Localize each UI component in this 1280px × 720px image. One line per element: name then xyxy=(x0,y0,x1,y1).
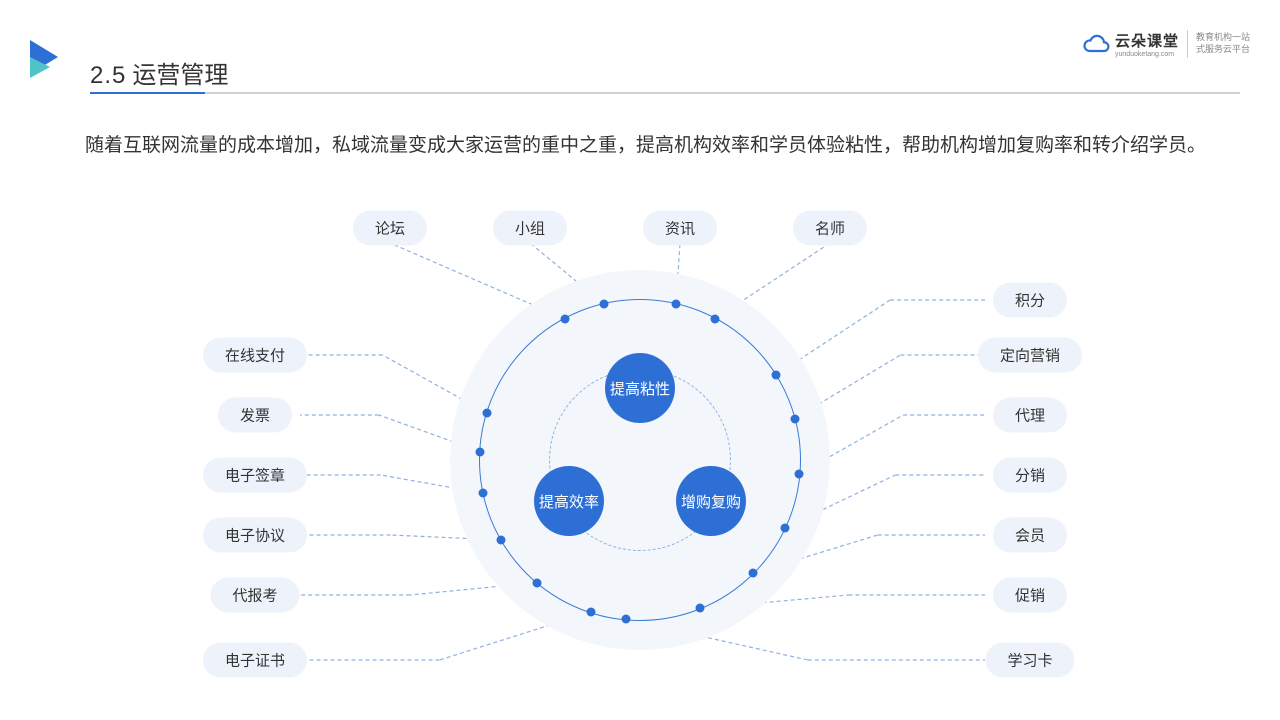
ring-dot xyxy=(476,447,485,456)
ring-dot xyxy=(711,314,720,323)
operations-diagram: 提高粘性提高效率 增购复购 论坛 小组 资讯 名师积分定向营销代理分销会员促销学习卡 在线支… xyxy=(0,200,1280,700)
feature-pill: 资讯 xyxy=(643,211,717,246)
ring-dot xyxy=(482,409,491,418)
logo-url: yunduoketang.com xyxy=(1115,51,1174,58)
feature-pill: 代理 xyxy=(993,398,1067,433)
hub-node: 增购复购 xyxy=(676,466,746,536)
feature-pill: 会员 xyxy=(993,518,1067,553)
title-underline xyxy=(90,92,1240,94)
ring-dot xyxy=(533,578,542,587)
section-number: 2.5 xyxy=(90,62,126,90)
slide-description: 随着互联网流量的成本增加，私域流量变成大家运营的重中之重，提高机构效率和学员体验… xyxy=(85,128,1230,164)
ring-dot xyxy=(622,615,631,624)
feature-pill: 促销 xyxy=(993,578,1067,613)
feature-pill: 电子证书 xyxy=(203,643,307,678)
ring-dot xyxy=(560,314,569,323)
feature-pill: 发票 xyxy=(218,398,292,433)
ring-dot xyxy=(749,569,758,578)
feature-pill: 电子协议 xyxy=(203,518,307,553)
feature-pill: 代报考 xyxy=(210,578,299,613)
ring-dot xyxy=(771,371,780,380)
ring-dot xyxy=(790,414,799,423)
feature-pill: 小组 xyxy=(493,211,567,246)
ring-dot xyxy=(695,604,704,613)
ring-dot xyxy=(671,300,680,309)
feature-pill: 定向营销 xyxy=(978,338,1082,373)
feature-pill: 论坛 xyxy=(353,211,427,246)
hub-node: 提高效率 xyxy=(534,466,604,536)
hub-node: 提高粘性 xyxy=(605,353,675,423)
feature-pill: 在线支付 xyxy=(203,338,307,373)
ring-dot xyxy=(781,523,790,532)
feature-pill: 积分 xyxy=(993,283,1067,318)
ring-dot xyxy=(586,608,595,617)
ring-dot xyxy=(795,469,804,478)
ring-dot xyxy=(600,300,609,309)
ring-dot xyxy=(479,489,488,498)
brand-logo: 云朵课堂 yunduoketang.com 教育机构一站 式服务云平台 xyxy=(1083,30,1250,58)
logo-text-cn: 云朵课堂 xyxy=(1115,30,1179,51)
corner-triangle-icon xyxy=(30,40,70,80)
feature-pill: 电子签章 xyxy=(203,458,307,493)
feature-pill: 学习卡 xyxy=(985,643,1074,678)
section-title: 运营管理 xyxy=(132,55,228,90)
feature-pill: 分销 xyxy=(993,458,1067,493)
logo-tagline: 教育机构一站 式服务云平台 xyxy=(1196,32,1250,55)
ring-dot xyxy=(497,536,506,545)
feature-pill: 名师 xyxy=(793,211,867,246)
cloud-icon xyxy=(1083,33,1111,55)
